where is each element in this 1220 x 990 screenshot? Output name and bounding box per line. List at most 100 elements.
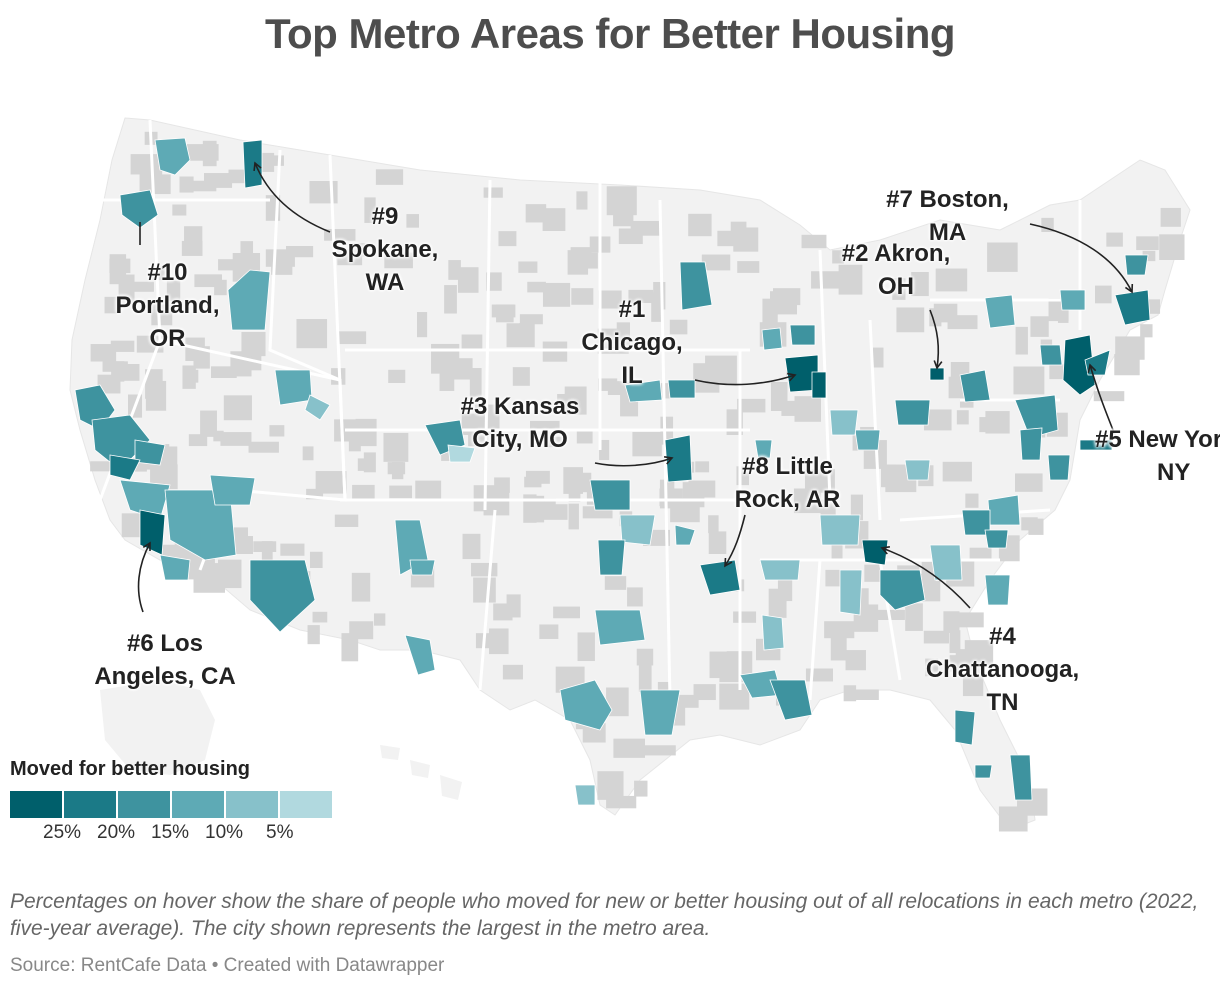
legend-swatch xyxy=(10,791,62,818)
source-credit: Source: RentCafe Data • Created with Dat… xyxy=(10,955,445,976)
metro-area[interactable] xyxy=(409,559,436,576)
metro-area[interactable] xyxy=(159,554,191,581)
metro-area[interactable] xyxy=(954,709,976,746)
metro-area[interactable] xyxy=(974,764,993,779)
county-block xyxy=(577,632,595,662)
county-block xyxy=(923,630,949,644)
label-portland: #10 Portland, OR xyxy=(115,259,220,352)
metro-area[interactable] xyxy=(1039,344,1063,366)
county-block xyxy=(462,533,481,560)
metro-area[interactable] xyxy=(959,369,991,403)
metro-area[interactable] xyxy=(574,784,596,806)
metro-area[interactable] xyxy=(987,494,1021,526)
county-block xyxy=(111,361,125,382)
metro-area[interactable] xyxy=(1009,754,1033,801)
county-block xyxy=(286,245,314,258)
metro-area[interactable] xyxy=(1079,439,1113,451)
county-block xyxy=(187,180,217,192)
county-block xyxy=(781,400,809,416)
metro-area[interactable] xyxy=(769,679,813,721)
metro-area[interactable] xyxy=(861,539,889,566)
metro-area[interactable] xyxy=(839,569,863,616)
metro-area[interactable] xyxy=(904,459,931,481)
metro-area[interactable] xyxy=(119,189,159,229)
metro-area[interactable] xyxy=(594,609,646,646)
legend-tick: 15% xyxy=(151,822,190,843)
label-chattanooga: #4 Chattanooga, TN xyxy=(925,623,1080,716)
metro-area[interactable] xyxy=(404,634,436,676)
metro-area[interactable] xyxy=(619,514,656,546)
metro-area[interactable] xyxy=(589,479,631,511)
county-block xyxy=(527,281,546,293)
county-block xyxy=(211,366,237,378)
metro-area[interactable] xyxy=(597,539,626,576)
county-block xyxy=(831,534,843,561)
legend-swatch xyxy=(280,791,332,818)
metro-area[interactable] xyxy=(1124,254,1149,276)
metro-area[interactable] xyxy=(227,269,271,331)
metro-area[interactable] xyxy=(134,439,166,466)
county-block xyxy=(950,361,970,377)
metro-area[interactable] xyxy=(109,454,141,481)
metro-area[interactable] xyxy=(664,434,693,483)
county-block xyxy=(942,461,972,482)
metro-area[interactable] xyxy=(447,444,476,463)
county-block xyxy=(351,572,371,602)
chart-title: Top Metro Areas for Better Housing xyxy=(264,10,956,57)
metro-area[interactable] xyxy=(984,294,1016,329)
county-block xyxy=(241,331,266,357)
metro-area[interactable] xyxy=(249,559,316,633)
label-arrow xyxy=(1029,223,1133,293)
metro-area[interactable] xyxy=(624,379,663,403)
county-block xyxy=(512,367,530,386)
metro-area[interactable] xyxy=(854,429,881,451)
metro-area[interactable] xyxy=(759,559,801,581)
metro-area[interactable] xyxy=(639,689,681,736)
county-block xyxy=(441,450,454,461)
metro-area[interactable] xyxy=(679,261,713,311)
metro-area[interactable] xyxy=(1014,394,1059,439)
metro-area[interactable] xyxy=(811,371,827,399)
metro-area[interactable] xyxy=(559,679,613,731)
metro-area[interactable] xyxy=(274,369,313,406)
metro-area[interactable] xyxy=(894,399,931,426)
label-arrow xyxy=(881,547,971,609)
metro-area[interactable] xyxy=(1062,334,1096,396)
metro-area[interactable] xyxy=(929,544,963,581)
metro-area[interactable] xyxy=(984,574,1011,606)
county-block xyxy=(506,594,521,618)
metro-area[interactable] xyxy=(667,379,696,399)
county-block xyxy=(1015,473,1043,492)
metro-area[interactable] xyxy=(1114,289,1151,326)
legend-swatch xyxy=(226,791,278,818)
metro-area[interactable] xyxy=(754,439,773,459)
county-block xyxy=(1049,364,1065,380)
metro-area[interactable] xyxy=(699,559,741,596)
county-block xyxy=(172,204,187,216)
county-block xyxy=(733,611,757,623)
metro-area[interactable] xyxy=(242,139,263,189)
metro-area[interactable] xyxy=(1059,289,1086,311)
metro-area[interactable] xyxy=(674,524,696,546)
metro-area[interactable] xyxy=(1047,454,1071,481)
metro-area[interactable] xyxy=(154,137,191,176)
metro-area[interactable] xyxy=(209,474,256,506)
metro-area[interactable] xyxy=(304,394,331,421)
metro-area[interactable] xyxy=(879,569,926,611)
metro-area[interactable] xyxy=(789,324,816,346)
county-block xyxy=(824,621,855,639)
county-block xyxy=(90,461,111,472)
county-block xyxy=(444,285,457,314)
metro-area[interactable] xyxy=(761,327,783,351)
metro-area[interactable] xyxy=(1019,427,1043,461)
county-block xyxy=(852,689,879,700)
county-block xyxy=(956,410,969,425)
metro-area[interactable] xyxy=(819,514,861,546)
label-arrows xyxy=(139,163,1134,613)
metro-area[interactable] xyxy=(929,367,945,381)
metro-area[interactable] xyxy=(984,529,1009,549)
county-block xyxy=(1160,207,1181,227)
metro-area[interactable] xyxy=(761,614,785,651)
metro-area[interactable] xyxy=(829,409,859,436)
county-block xyxy=(341,633,359,662)
